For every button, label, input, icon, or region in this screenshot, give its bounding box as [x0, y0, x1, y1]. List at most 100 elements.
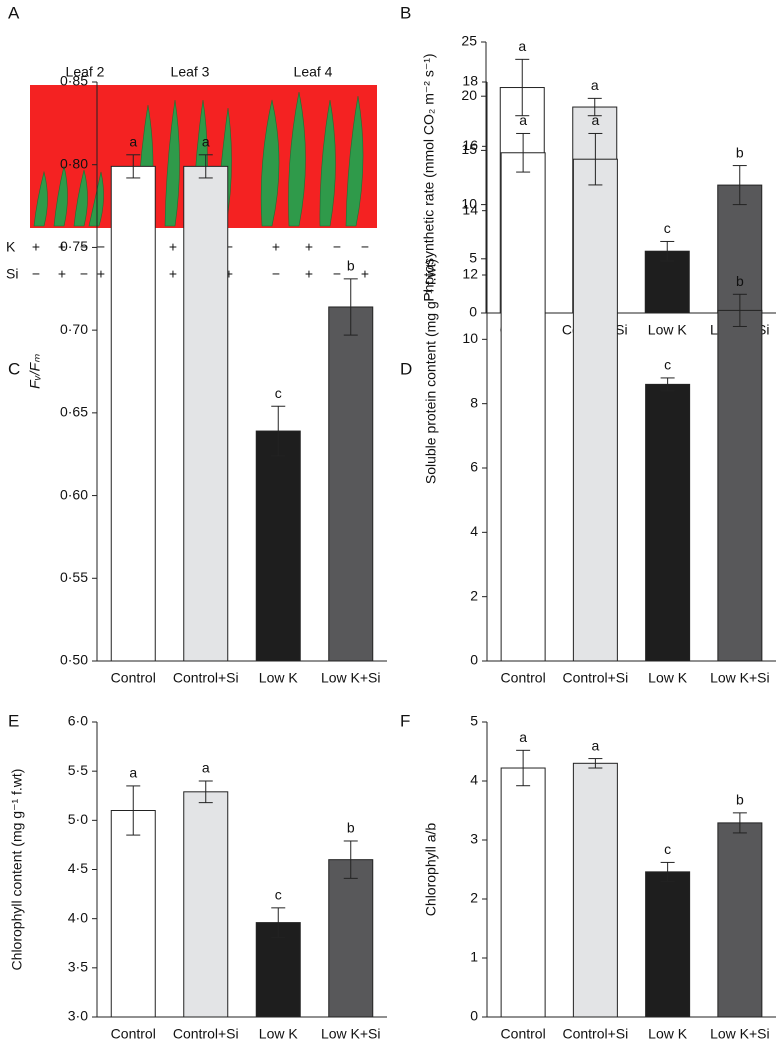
y-tick-label: 2 — [470, 890, 478, 906]
y-tick-label: 0 — [470, 1008, 478, 1024]
y-tick-label: 4·0 — [68, 909, 88, 925]
x-tick-label: Control+Si — [173, 1026, 239, 1042]
significance-letter: b — [736, 792, 744, 808]
significance-letter: a — [519, 729, 527, 745]
leaf — [53, 165, 68, 227]
x-tick-label: Low K+Si — [321, 1026, 381, 1042]
y-tick-label: 4·5 — [68, 860, 88, 876]
y-axis-label: Fᵥ/Fₘ — [27, 354, 43, 389]
sign: + — [305, 239, 313, 255]
panel-letter: F — [400, 711, 410, 730]
sign: + — [97, 266, 105, 282]
bar — [572, 762, 618, 1018]
y-tick-label: 20 — [461, 87, 477, 103]
bar — [110, 165, 156, 662]
y-tick-label: 8 — [470, 394, 478, 410]
y-tick-label: 5 — [470, 713, 478, 729]
leaf — [88, 171, 104, 227]
x-tick-label: Low K — [259, 670, 299, 686]
bar — [255, 430, 301, 662]
x-tick-label: Low K+Si — [710, 1026, 770, 1042]
sign: + — [225, 266, 233, 282]
bar — [500, 152, 546, 662]
x-tick-label: Control+Si — [173, 670, 239, 686]
panel-letter: B — [400, 3, 411, 22]
x-tick-label: Control+Si — [562, 670, 628, 686]
y-tick-label: 1 — [470, 949, 478, 965]
sign: − — [272, 266, 280, 282]
sign: + — [32, 239, 40, 255]
sign: + — [272, 239, 280, 255]
y-tick-label: 15 — [461, 141, 477, 157]
panel-letter: D — [400, 359, 412, 378]
bar — [183, 165, 229, 662]
y-tick-label: 5·5 — [68, 762, 88, 778]
x-tick-label: Low K — [648, 1026, 688, 1042]
significance-letter: c — [664, 220, 671, 236]
bar — [572, 158, 618, 662]
significance-letter: b — [736, 144, 744, 160]
x-tick-label: Control+Si — [562, 1026, 628, 1042]
significance-letter: a — [202, 133, 210, 149]
row-label: Si — [6, 266, 18, 282]
sign: + — [361, 266, 369, 282]
x-tick-label: Control — [111, 670, 156, 686]
y-tick-label: 2 — [470, 587, 478, 603]
y-axis-label: Photosynthetic rate (mmol CO₂ m⁻² s⁻¹) — [421, 53, 437, 301]
significance-letter: a — [591, 737, 599, 753]
significance-letter: a — [519, 112, 527, 128]
leaf-label: Leaf 3 — [171, 64, 210, 80]
y-tick-label: 3·0 — [68, 1008, 88, 1024]
y-tick-label: 0·70 — [60, 321, 88, 337]
panel-letter: A — [8, 3, 20, 22]
sign: + — [305, 266, 313, 282]
bar — [717, 822, 763, 1018]
sign: − — [225, 239, 233, 255]
y-tick-label: 10 — [461, 195, 477, 211]
bar — [328, 306, 374, 662]
sign: + — [169, 239, 177, 255]
significance-letter: a — [591, 77, 599, 93]
bar — [500, 767, 546, 1018]
y-axis-label: Chlorophyll content (mg g⁻¹ f.wt) — [9, 769, 25, 971]
y-tick-label: 0 — [470, 652, 478, 668]
y-tick-label: 5 — [469, 250, 477, 266]
bar — [110, 810, 156, 1018]
sign: − — [361, 239, 369, 255]
y-tick-label: 25 — [461, 33, 477, 49]
y-tick-label: 0·55 — [60, 569, 88, 585]
sign: + — [58, 239, 66, 255]
leaf — [345, 95, 364, 227]
bar — [645, 383, 691, 662]
sign: − — [333, 239, 341, 255]
sign: − — [97, 239, 105, 255]
y-tick-label: 0·75 — [60, 238, 88, 254]
y-axis-label: Chlorophyll a/b — [423, 823, 439, 917]
x-tick-label: Low K — [648, 322, 688, 338]
y-tick-label: 14 — [462, 201, 478, 217]
y-tick-label: 12 — [462, 266, 478, 282]
bar — [645, 871, 691, 1018]
bar — [183, 791, 229, 1018]
y-tick-label: 4 — [470, 772, 478, 788]
y-tick-label: 6·0 — [68, 713, 88, 729]
y-tick-label: 0 — [469, 304, 477, 320]
x-tick-label: Low K+Si — [321, 670, 381, 686]
x-tick-label: Control — [111, 1026, 156, 1042]
significance-letter: a — [518, 38, 526, 54]
leaf — [288, 91, 306, 227]
leaf-label: Leaf 4 — [294, 64, 333, 80]
significance-letter: c — [664, 357, 671, 373]
significance-letter: a — [129, 133, 137, 149]
bar — [328, 859, 374, 1018]
x-tick-label: Control — [501, 1026, 546, 1042]
significance-letter: c — [664, 841, 671, 857]
significance-letter: a — [129, 765, 137, 781]
leaf — [319, 99, 336, 227]
bar — [255, 922, 301, 1018]
x-tick-label: Control — [501, 670, 546, 686]
sign: + — [169, 266, 177, 282]
y-tick-label: 0·85 — [60, 73, 88, 89]
leaf — [260, 99, 280, 227]
sign: − — [80, 266, 88, 282]
